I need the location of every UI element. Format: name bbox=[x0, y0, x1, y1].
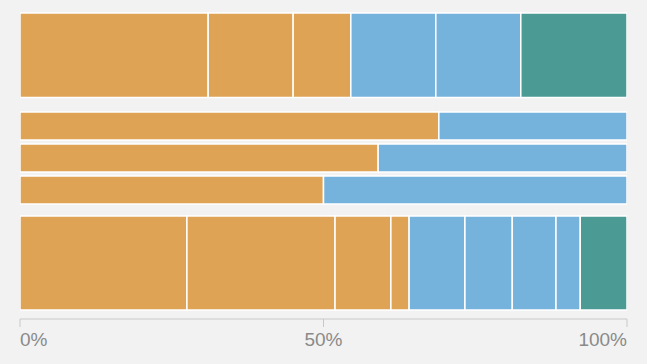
svg-text:100%: 100% bbox=[578, 329, 627, 350]
svg-text:0%: 0% bbox=[20, 329, 48, 350]
svg-text:50%: 50% bbox=[304, 329, 342, 350]
